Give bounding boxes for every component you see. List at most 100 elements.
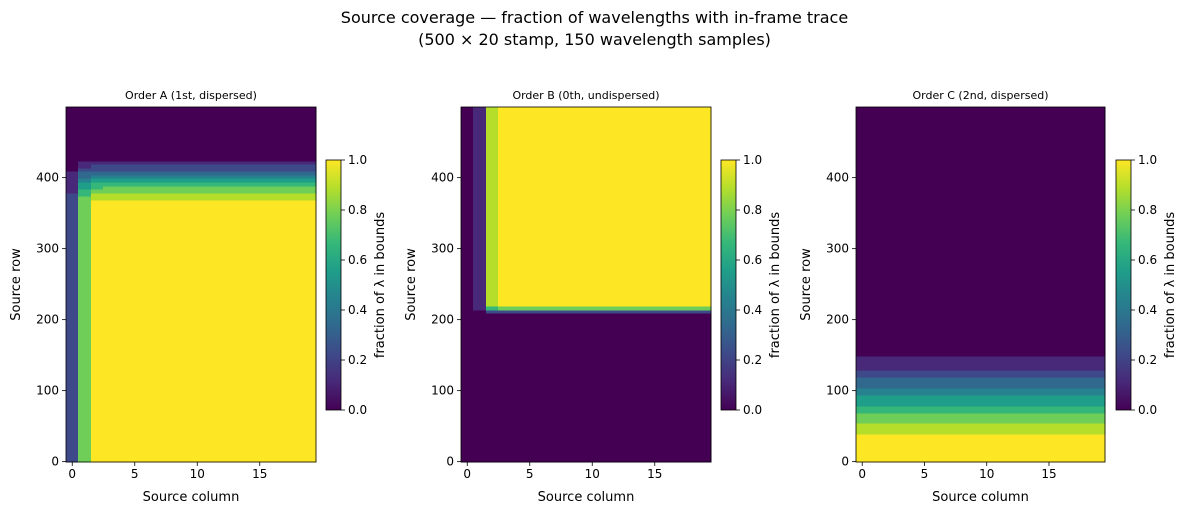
heatmap-cell: [153, 437, 167, 442]
heatmap-cell: [78, 309, 92, 314]
heatmap-cell: [868, 344, 882, 350]
heatmap-cell: [930, 174, 945, 179]
heatmap-cell: [905, 273, 920, 279]
heatmap-cell: [461, 178, 475, 183]
heatmap-cell: [461, 419, 475, 424]
heatmap-cell: [66, 291, 80, 297]
heatmap-cell: [291, 362, 305, 368]
heatmap-cell: [153, 252, 167, 258]
heatmap-cell: [686, 327, 700, 332]
heatmap-cell: [686, 391, 700, 396]
heatmap-cell: [191, 383, 205, 389]
heatmap-cell: [203, 298, 217, 304]
heatmap-cell: [128, 320, 142, 325]
heatmap-cell: [141, 447, 155, 453]
heatmap-cell: [648, 110, 662, 116]
heatmap-cell: [918, 114, 932, 119]
heatmap-cell: [661, 327, 675, 332]
heatmap-cell: [253, 220, 267, 226]
heatmap-cell: [178, 273, 192, 279]
heatmap-cell: [266, 160, 280, 165]
heatmap-cell: [636, 178, 650, 183]
heatmap-cell: [128, 454, 142, 460]
heatmap-cell: [636, 256, 650, 261]
heatmap-cell: [486, 447, 500, 453]
heatmap-cell: [598, 430, 612, 435]
heatmap-cell: [78, 195, 92, 201]
heatmap-cell: [918, 327, 932, 332]
heatmap-cell: [291, 426, 305, 432]
heatmap-cell: [868, 170, 882, 176]
heatmap-cell: [511, 302, 525, 307]
heatmap-cell: [943, 295, 957, 300]
heatmap-cell: [623, 344, 637, 350]
heatmap-cell: [486, 138, 500, 144]
heatmap-cell: [128, 277, 142, 282]
heatmap-cell: [66, 454, 80, 460]
heatmap-cell: [216, 266, 230, 272]
heatmap-cell: [536, 444, 550, 449]
heatmap-cell: [461, 241, 475, 247]
heatmap-cell: [278, 320, 292, 325]
heatmap-cell: [203, 426, 217, 432]
heatmap-cell: [623, 430, 637, 435]
heatmap-cell: [955, 348, 970, 353]
heatmap-cell: [698, 373, 712, 378]
heatmap-cell: [216, 298, 230, 304]
heatmap-cell: [486, 234, 500, 240]
heatmap-cell: [955, 454, 970, 460]
heatmap-cell: [561, 178, 575, 183]
heatmap-cell: [266, 454, 280, 460]
heatmap-cell: [686, 153, 700, 158]
heatmap-cell: [536, 270, 550, 275]
heatmap-cell: [548, 380, 562, 385]
heatmap-cell: [241, 380, 255, 385]
heatmap-cell: [955, 415, 970, 421]
heatmap-cell: [673, 327, 687, 332]
heatmap-cell: [228, 206, 242, 211]
heatmap-cell: [673, 412, 687, 417]
heatmap-cell: [930, 348, 945, 353]
heatmap-cell: [868, 163, 882, 169]
heatmap-cell: [78, 351, 92, 357]
heatmap-cell: [561, 202, 575, 208]
heatmap-cell: [648, 398, 662, 403]
heatmap-cell: [673, 433, 687, 439]
heatmap-cell: [673, 209, 687, 215]
heatmap-cell: [523, 117, 537, 123]
heatmap-cell: [561, 451, 575, 456]
heatmap-cell: [66, 348, 80, 353]
heatmap-cell: [141, 380, 155, 385]
heatmap-cell: [141, 284, 155, 290]
heatmap-cell: [216, 252, 230, 258]
heatmap-cell: [103, 142, 117, 148]
heatmap-cell: [66, 231, 80, 236]
heatmap-cell: [498, 394, 512, 400]
heatmap-cell: [178, 376, 192, 382]
heatmap-cell: [523, 351, 537, 357]
heatmap-cell: [930, 135, 945, 140]
heatmap-cell: [698, 117, 712, 123]
heatmap-cell: [178, 185, 192, 190]
heatmap-cell: [141, 245, 155, 250]
heatmap-cell: [548, 266, 562, 272]
heatmap-cell: [905, 252, 920, 258]
heatmap-cell: [103, 337, 117, 343]
heatmap-cell: [116, 284, 130, 290]
heatmap-cell: [661, 334, 675, 339]
heatmap-cell: [78, 266, 92, 272]
heatmap-cell: [103, 348, 117, 353]
heatmap-cell: [486, 323, 500, 329]
heatmap-cell: [661, 249, 675, 254]
heatmap-cell: [868, 366, 882, 371]
heatmap-cell: [141, 273, 155, 279]
heatmap-cell: [686, 238, 700, 243]
heatmap-cell: [856, 266, 870, 272]
heatmap-cell: [636, 270, 650, 275]
heatmap-cell: [968, 458, 982, 463]
heatmap-cell: [636, 376, 650, 382]
heatmap-cell: [905, 376, 920, 382]
heatmap-cell: [228, 153, 242, 158]
heatmap-cell: [203, 209, 217, 215]
heatmap-cell: [648, 387, 662, 392]
